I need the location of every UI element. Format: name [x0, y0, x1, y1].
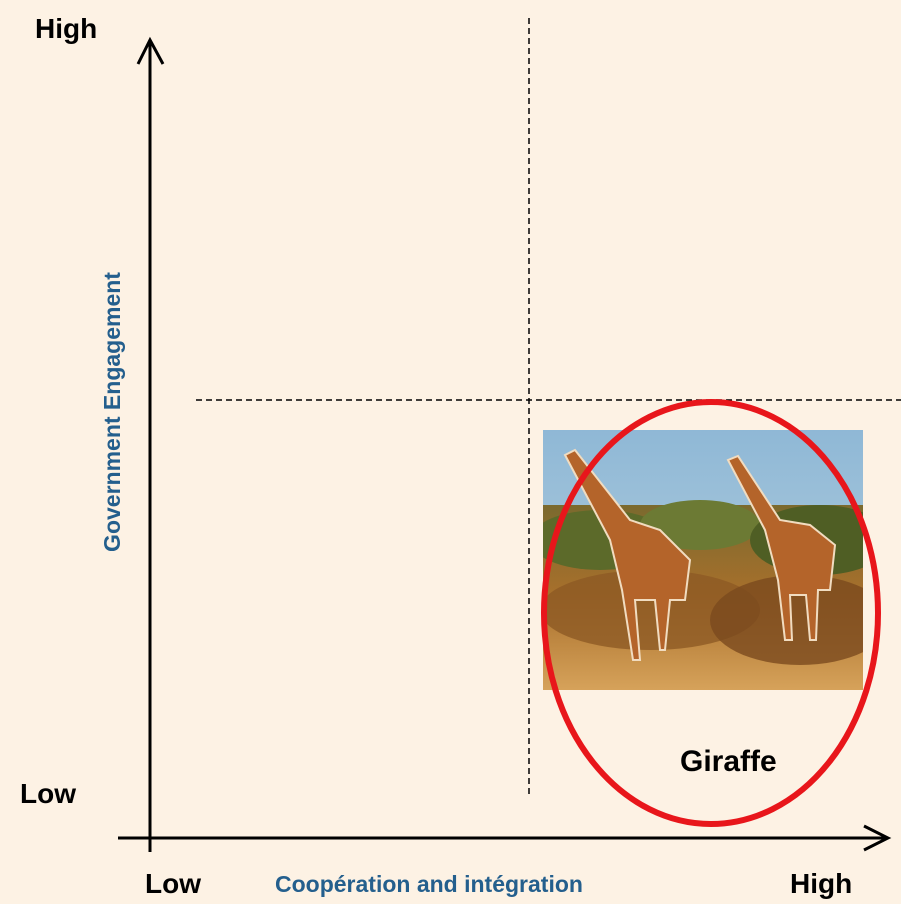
quadrant-label: Giraffe: [680, 745, 777, 778]
page: High Low Low High Coopération and intégr…: [0, 0, 901, 904]
y-low-label: Low: [20, 778, 76, 809]
x-high-label: High: [790, 868, 852, 899]
diagram: High Low Low High Coopération and intégr…: [0, 0, 901, 904]
x-low-label: Low: [145, 868, 201, 899]
y-axis-title: Government Engagement: [99, 272, 125, 552]
x-axis-title: Coopération and intégration: [275, 871, 583, 897]
y-high-label: High: [35, 13, 97, 44]
